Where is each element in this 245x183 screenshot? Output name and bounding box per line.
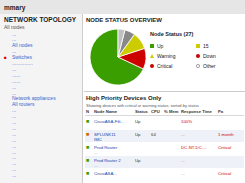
legend-entry: Up — [150, 43, 164, 49]
table-row: ■ CiscoASA-Filt... Up 100% — [85, 117, 244, 129]
legend-label: Critical — [157, 63, 172, 69]
table-cell: DC-NT-DC-... — [181, 145, 207, 150]
table-row: ■SPLUNK11IMCUp64...1 month — [85, 130, 244, 142]
legend-entry: Warning — [150, 53, 176, 59]
node-name: CiscoASA... — [94, 171, 117, 176]
table-cell: Critical — [218, 171, 231, 176]
status-icon: ■ — [86, 131, 89, 137]
legend-marker — [196, 54, 200, 58]
row-background — [85, 143, 244, 155]
status-icon: ■ — [86, 118, 89, 124]
header-line — [85, 115, 244, 116]
row-background — [85, 117, 244, 129]
divider — [82, 14, 83, 183]
legend-marker — [196, 44, 200, 48]
nav-item: ... — [12, 172, 16, 178]
table-row: ■Prod Router...DC-NT-DC-...Critical — [85, 143, 244, 155]
pie-slice — [118, 29, 125, 57]
table-row: ■ Prod Router 2... Up... — [85, 156, 244, 168]
left-panel — [0, 14, 82, 183]
status-icon: ■ — [86, 170, 89, 176]
table-cell: ... — [181, 158, 185, 163]
status-icon: ■ — [86, 157, 89, 163]
title-bar — [0, 0, 245, 14]
column-header: % Mem — [164, 109, 179, 114]
table-cell: ... — [181, 132, 185, 137]
legend-entry: Other — [196, 63, 215, 69]
pie-slice — [118, 30, 134, 57]
node-name: IMC — [94, 137, 102, 142]
column-header: Status — [135, 109, 148, 114]
column-header: Response Time — [181, 109, 213, 114]
row-background — [85, 169, 244, 181]
pie — [90, 29, 146, 85]
legend-marker — [196, 64, 199, 67]
status-icon: ■ — [86, 144, 89, 150]
legend-entry: Down — [196, 53, 216, 59]
table-cell: Critical — [218, 145, 231, 150]
table-header: High Priority Devices Only — [86, 95, 162, 101]
legend-marker — [150, 54, 154, 58]
column-header: Pa — [218, 109, 224, 114]
separator — [84, 91, 245, 92]
legend-label: Other — [203, 63, 216, 69]
legend-label: Up — [157, 43, 164, 49]
table-cell: ... — [181, 171, 185, 176]
legend-entry: 15 — [196, 43, 209, 49]
node-name: ... — [94, 150, 98, 155]
legend-label: Warning — [157, 53, 176, 59]
legend-label: 15 — [203, 43, 209, 49]
dashboard: mmaryNETWORK TOPOLOGYAll nodes......All … — [0, 0, 245, 183]
legend-marker — [150, 64, 154, 68]
node-name: Prod Router 2 — [94, 158, 121, 163]
table-cell: 1 month — [218, 132, 234, 137]
table-row: ■ CiscoASA...... Critical — [85, 169, 244, 181]
node-name: ... — [94, 163, 98, 168]
legend-title: Node Status (27) — [150, 31, 194, 37]
panel-subheader: All nodes — [4, 24, 25, 30]
table-cell: Up — [135, 132, 141, 137]
legend-label: Down — [203, 53, 216, 59]
legend-marker — [150, 44, 154, 48]
table-cell: Up — [135, 158, 141, 163]
table-cell: 64 — [151, 132, 156, 137]
background — [0, 0, 245, 183]
column-header: Node Name — [94, 109, 118, 114]
node-name: CiscoASA-Filt... — [94, 119, 124, 124]
item-icon: ■ — [4, 55, 7, 60]
panel-header: NETWORK TOPOLOGY — [4, 16, 77, 23]
table-subheader: Showing devices with critical or warning… — [86, 103, 199, 108]
row-background — [85, 156, 244, 168]
column-header: N — [86, 109, 89, 114]
table-cell: 100% — [181, 119, 192, 124]
title: mmary — [4, 4, 26, 12]
table-cell: Up — [135, 119, 141, 124]
row-background — [85, 130, 244, 142]
legend-entry: Critical — [150, 63, 172, 69]
section-header: NODE STATUS OVERVIEW — [86, 17, 162, 23]
column-header: CPU — [151, 109, 160, 114]
